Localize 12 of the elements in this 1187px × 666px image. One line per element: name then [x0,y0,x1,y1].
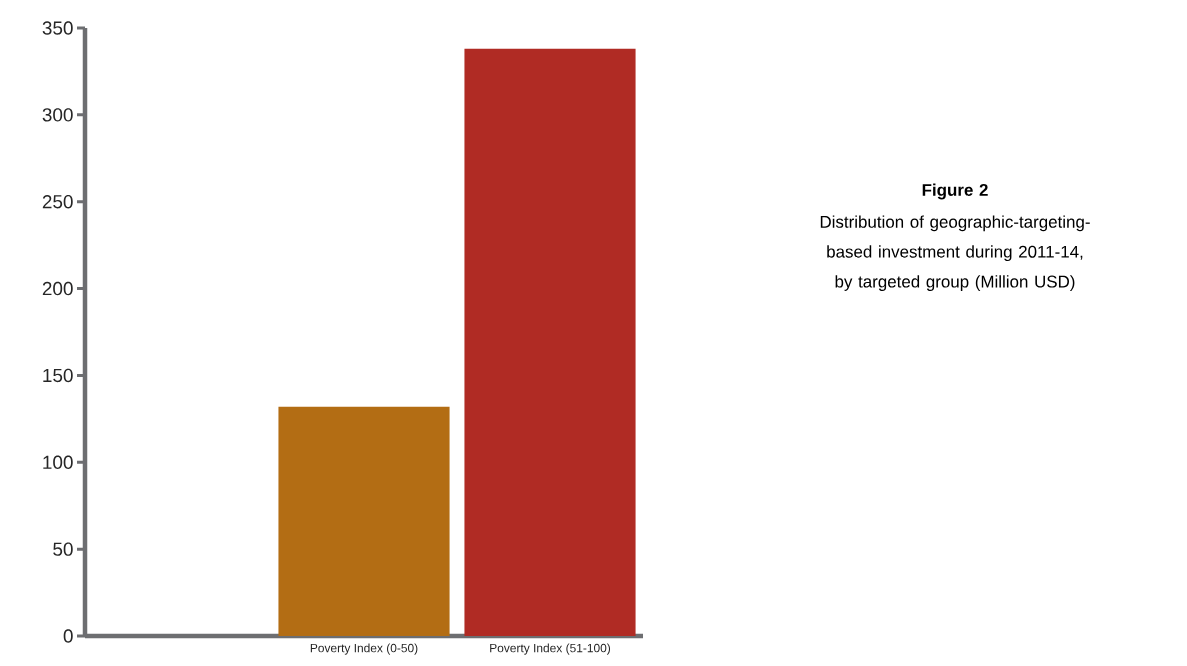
y-tick-label: 50 [53,542,73,556]
y-tick-label: 300 [42,108,73,122]
y-tick-label: 100 [43,455,73,469]
y-tick-label: 0 [63,629,73,643]
x-tick-label: Poverty Index (0-50) [310,643,418,655]
y-tick-label: 350 [42,21,73,35]
y-tick-label: 250 [42,195,73,209]
text: Figure 2 [922,183,988,200]
y-tick-label: 200 [42,281,73,296]
text: Distribution of geographic-targeting-based investment during 2011-14, by targeted group (Million USD) [820,215,1090,291]
y-tick-label: 150 [43,368,73,383]
x-tick-label: Poverty Index (51-100) [490,643,611,655]
